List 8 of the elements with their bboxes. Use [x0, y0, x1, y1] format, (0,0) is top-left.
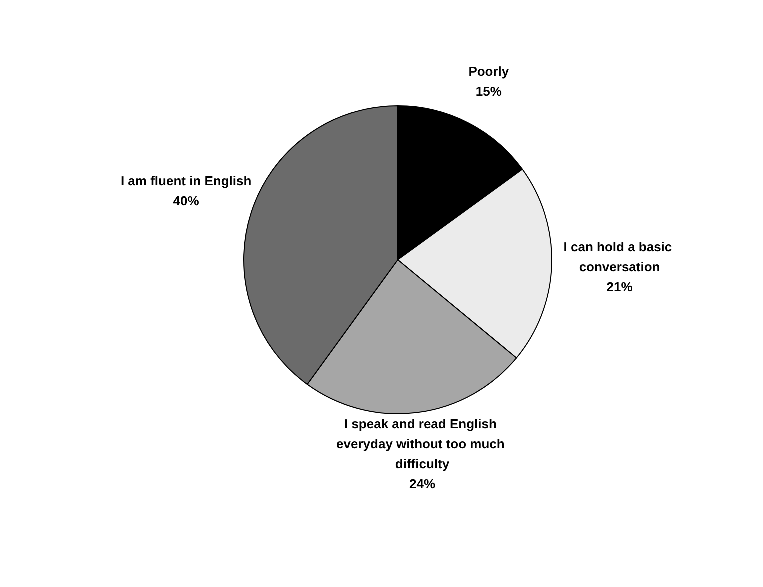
slice-label: I speak and read English everyday without too much difficulty	[336, 416, 508, 472]
slice-label: I can hold a basic conversation	[564, 239, 676, 274]
data-label: 15%	[476, 84, 502, 100]
slice-label: I am fluent in English	[120, 174, 252, 189]
slice-label: Poorly	[468, 64, 510, 80]
data-label: 40%	[173, 194, 200, 209]
data-label: 21%	[606, 279, 634, 294]
data-label: 24%	[409, 476, 436, 492]
